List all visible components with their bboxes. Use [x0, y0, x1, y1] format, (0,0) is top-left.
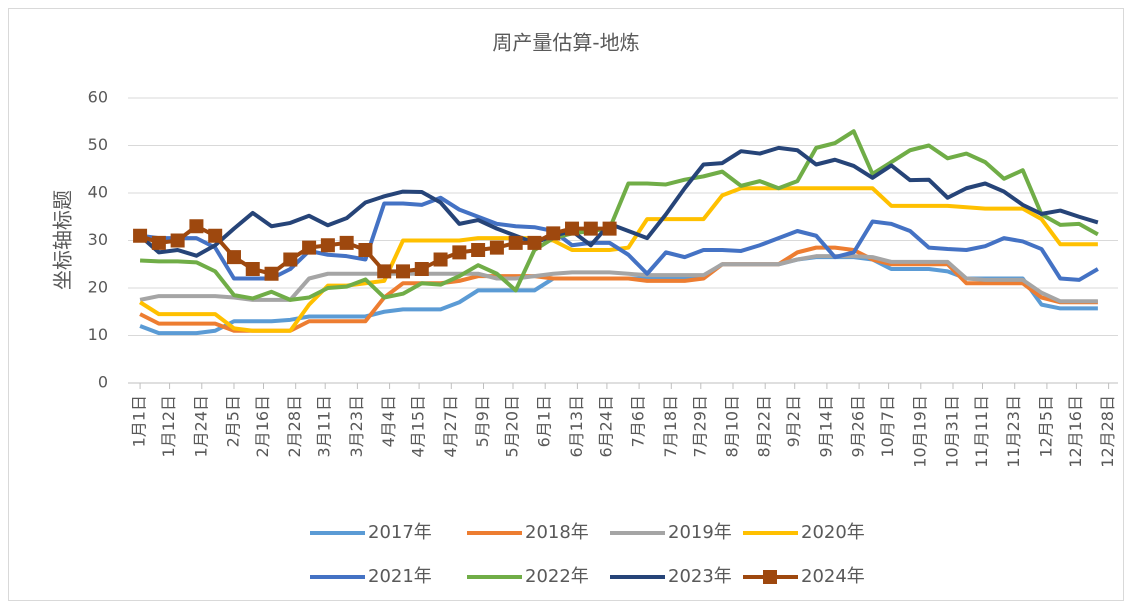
series-marker — [302, 240, 317, 255]
series-marker — [452, 245, 467, 260]
x-tick-label: 7月6日 — [629, 395, 648, 447]
legend-label: 2017年 — [368, 522, 432, 543]
legend-label: 2019年 — [668, 522, 732, 543]
x-tick-label: 9月2日 — [784, 395, 803, 447]
x-tick-label: 8月10日 — [723, 395, 742, 458]
series-marker — [226, 250, 241, 265]
y-axis-title: 坐标轴标题 — [51, 190, 75, 290]
chart-border — [8, 8, 1124, 601]
x-tick-label: 7月29日 — [690, 395, 709, 458]
series-marker — [583, 221, 598, 236]
x-tick-label: 4月15日 — [409, 395, 428, 458]
x-tick-label: 1月1日 — [130, 395, 149, 447]
x-tick-label: 9月26日 — [849, 395, 868, 458]
x-tick-label: 2月28日 — [285, 395, 304, 458]
series-marker — [339, 235, 354, 250]
x-tick-label: 5月9日 — [473, 395, 492, 447]
series-marker — [602, 221, 617, 236]
series-marker — [433, 252, 448, 267]
x-tick-label: 10月19日 — [910, 395, 929, 468]
series-marker — [151, 235, 166, 250]
y-tick-label: 50 — [88, 135, 108, 154]
x-tick-label: 6月13日 — [567, 395, 586, 458]
x-tick-label: 6月24日 — [596, 395, 615, 458]
series-marker — [358, 243, 373, 257]
legend-label: 2022年 — [525, 566, 589, 587]
x-tick-label: 4月27日 — [441, 395, 460, 458]
y-tick-label: 40 — [88, 183, 108, 202]
x-tick-label: 5月20日 — [503, 395, 522, 458]
series-marker — [283, 252, 298, 267]
y-tick-label: 0 — [98, 373, 108, 392]
series-marker — [133, 228, 148, 243]
x-tick-label: 12月28日 — [1098, 395, 1117, 468]
series-line — [139, 245, 1098, 333]
x-tick-label: 12月16日 — [1066, 395, 1085, 468]
x-tick-label: 1月12日 — [159, 395, 178, 458]
legend-label: 2023年 — [668, 566, 732, 587]
x-tick-label: 6月1日 — [535, 395, 554, 447]
legend-marker — [763, 570, 777, 584]
x-tick-label: 2月16日 — [253, 395, 272, 458]
series-marker — [245, 262, 260, 276]
series-marker — [170, 233, 185, 248]
series-marker — [508, 235, 523, 250]
x-tick-label: 11月11日 — [972, 395, 991, 468]
x-tick-label: 10月7日 — [878, 395, 897, 458]
x-tick-label: 4月4日 — [379, 395, 398, 447]
series-marker — [208, 228, 223, 243]
y-tick-label: 60 — [88, 88, 108, 107]
chart-title: 周产量估算-地炼 — [492, 31, 639, 55]
series-marker — [320, 238, 335, 253]
x-tick-label: 3月11日 — [315, 395, 334, 458]
series-marker — [414, 262, 429, 276]
series-marker — [377, 264, 392, 279]
series-line — [139, 254, 1098, 304]
series-line — [139, 195, 1099, 282]
y-tick-label: 30 — [88, 230, 108, 249]
series-marker — [396, 264, 410, 279]
x-tick-label: 3月23日 — [347, 395, 366, 458]
series-marker — [471, 243, 486, 257]
y-tick-label: 20 — [88, 278, 108, 297]
series-line — [139, 129, 1099, 302]
series-marker — [264, 266, 279, 281]
series-marker — [527, 235, 542, 250]
legend-label: 2020年 — [801, 522, 865, 543]
y-tick-label: 10 — [88, 325, 108, 344]
series-marker — [189, 219, 204, 234]
series-marker — [489, 240, 504, 255]
legend-label: 2018年 — [525, 522, 589, 543]
x-tick-label: 11月23日 — [1004, 395, 1023, 468]
x-tick-label: 8月22日 — [755, 395, 774, 458]
x-tick-label: 7月18日 — [661, 395, 680, 458]
x-tick-label: 2月5日 — [223, 395, 242, 447]
x-tick-label: 1月24日 — [191, 395, 210, 458]
x-tick-label: 10月31日 — [943, 395, 962, 468]
series-marker — [565, 221, 580, 236]
series-line — [138, 145, 1099, 258]
series-marker — [546, 226, 561, 241]
x-tick-label: 12月5日 — [1036, 395, 1055, 458]
legend-label: 2024年 — [801, 566, 865, 587]
x-tick-label: 9月14日 — [816, 395, 835, 458]
legend-label: 2021年 — [368, 566, 432, 587]
